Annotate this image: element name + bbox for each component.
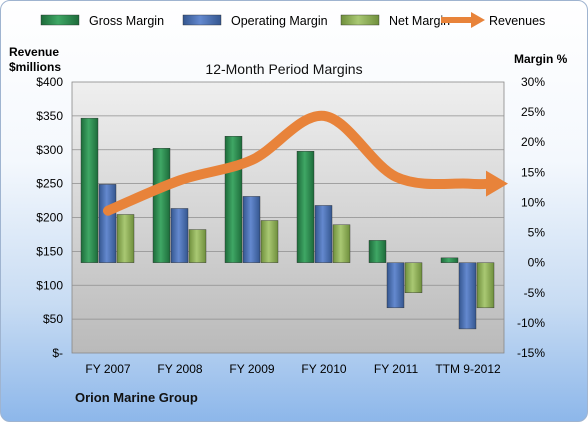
legend-label: Operating Margin [231, 14, 328, 28]
x-tick-label: FY 2007 [85, 362, 130, 376]
bar-gross-margin [296, 151, 315, 263]
left-axis-ticks: $- $50 $100 $150 $200 $250 $300 $350 $400 [36, 75, 63, 360]
legend-swatch-operating-margin [182, 14, 222, 26]
bar-net-margin [116, 214, 135, 263]
right-tick-label: 25% [521, 105, 545, 119]
right-tick-label: 5% [528, 226, 546, 240]
left-axis-title-line1: Revenue [9, 45, 59, 59]
bar-gross-margin [80, 117, 99, 263]
right-tick-label: 20% [521, 135, 545, 149]
bar-net-margin [332, 224, 351, 263]
left-tick-label: $300 [36, 143, 63, 157]
bar-gross-margin [152, 148, 171, 263]
x-tick-label: TTM 9-2012 [435, 362, 501, 376]
company-name: Orion Marine Group [75, 390, 198, 405]
legend-swatch-gross-margin [40, 14, 80, 26]
legend-swatch-revenues-arrowhead [471, 12, 485, 28]
right-tick-label: 0% [528, 256, 546, 270]
right-axis-ticks: -15% -10% -5% 0% 5% 10% 15% 20% 25% 30% [517, 75, 545, 360]
left-tick-label: $150 [36, 244, 63, 258]
bar-net-margin [188, 229, 207, 263]
right-tick-label: 30% [521, 75, 545, 89]
right-axis-title: Margin % [514, 52, 568, 66]
legend: Gross Margin Operating Margin Net Margin Re… [40, 12, 545, 28]
revenue-line [103, 110, 495, 216]
bar-operating-margin [170, 208, 189, 263]
gridlines [72, 115, 504, 320]
revenue-arrow-group [103, 110, 508, 216]
left-tick-label: $- [52, 346, 63, 360]
left-tick-label: $250 [36, 177, 63, 191]
bar-net-margin [476, 262, 495, 309]
right-tick-label: 10% [521, 195, 545, 209]
bar-net-margin [260, 220, 279, 263]
left-tick-label: $400 [36, 75, 63, 89]
bar-net-margin [404, 262, 423, 293]
chart-title: 12-Month Period Margins [205, 61, 362, 77]
legend-label: Net Margin [389, 14, 450, 28]
right-tick-label: 15% [521, 165, 545, 179]
x-tick-label: FY 2010 [301, 362, 346, 376]
legend-swatch-net-margin [340, 14, 380, 26]
left-tick-label: $200 [36, 211, 63, 225]
bar-gross-margin [224, 135, 243, 263]
left-tick-label: $350 [36, 109, 63, 123]
right-tick-label: -10% [517, 316, 545, 330]
right-tick-label: -5% [524, 286, 546, 300]
left-axis-title-line2: $millions [9, 60, 61, 74]
right-tick-label: -15% [517, 346, 545, 360]
bar-operating-margin [458, 262, 477, 330]
bar-gross-margin [368, 240, 387, 263]
bar-operating-margin [242, 196, 261, 263]
legend-label: Gross Margin [89, 14, 164, 28]
revenue-arrowhead [486, 170, 508, 197]
left-tick-label: $50 [43, 312, 63, 326]
x-axis-ticks: FY 2007 FY 2008 FY 2009 FY 2010 FY 2011 TTM 9… [85, 362, 501, 376]
left-tick-label: $100 [36, 278, 63, 292]
bar-operating-margin [314, 205, 333, 263]
x-tick-label: FY 2009 [229, 362, 274, 376]
bar-operating-margin [386, 262, 405, 309]
bar-gross-margin [440, 257, 459, 263]
legend-label: Revenues [489, 14, 545, 28]
x-tick-label: FY 2008 [157, 362, 202, 376]
bar-operating-margin [98, 184, 117, 263]
x-tick-label: FY 2011 [374, 362, 419, 376]
